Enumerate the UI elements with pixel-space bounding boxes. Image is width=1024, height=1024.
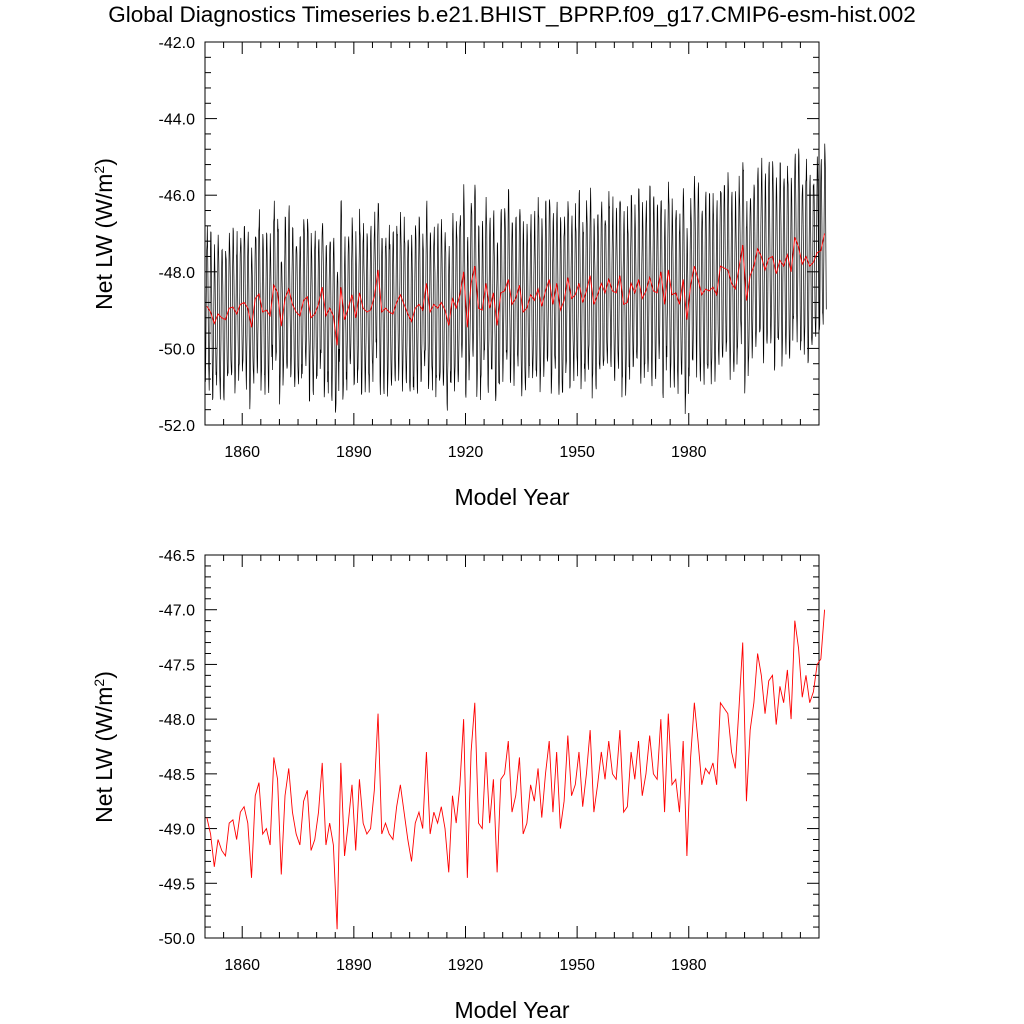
monthly-mean-line — [204, 143, 827, 414]
y-tick-label: -47.5 — [159, 657, 196, 674]
x-tick-label: 1950 — [559, 957, 595, 974]
y-tick-label: -42.0 — [159, 35, 196, 52]
y-tick-label: -48.0 — [159, 265, 196, 282]
y-tick-label: -52.0 — [159, 418, 196, 435]
monthly-annual-chart: 1860 1890 1920 1950 1980 -42.0 -44.0 -46.0 -48.0… — [91, 35, 827, 510]
series-layer — [206, 609, 826, 930]
series-layer — [204, 143, 827, 414]
y-tick-label: -49.0 — [159, 822, 196, 839]
y-tick-label: -50.0 — [159, 341, 196, 358]
y-tick-label: -47.0 — [159, 603, 196, 620]
x-axis-title: Model Year — [454, 997, 569, 1023]
y-tick-label: -46.0 — [159, 188, 196, 205]
axis-tick-labels: 1860 1890 1920 1950 1980 -42.0 -44.0 -46.0 -48.0… — [159, 35, 707, 461]
x-tick-label: 1920 — [448, 444, 484, 461]
x-tick-label: 1860 — [224, 444, 260, 461]
x-tick-label: 1980 — [671, 957, 707, 974]
x-tick-label: 1890 — [336, 444, 372, 461]
axis-tick-labels: 1860 1890 1920 1950 1980 -46.5 -47.0 -47.5 -48.0… — [159, 548, 707, 974]
axis-ticks — [205, 554, 819, 939]
annual-chart: 1860 1890 1920 1950 1980 -46.5 -47.0 -47.5 -48.0… — [91, 548, 826, 1023]
x-tick-label: 1980 — [671, 444, 707, 461]
x-tick-label: 1950 — [559, 444, 595, 461]
y-axis-title: Net LW (W/m2) — [91, 158, 117, 310]
page-title: Global Diagnostics Timeseries b.e21.BHIS… — [108, 2, 916, 27]
y-tick-label: -50.0 — [159, 931, 196, 948]
y-tick-label: -48.5 — [159, 767, 196, 784]
plot-frame — [204, 41, 820, 426]
annual-mean-line — [206, 609, 826, 930]
annual-mean-line — [206, 233, 826, 346]
y-tick-label: -49.5 — [159, 876, 196, 893]
axis-ticks — [205, 41, 819, 426]
y-tick-label: -48.0 — [159, 712, 196, 729]
y-axis-title: Net LW (W/m2) — [91, 671, 117, 823]
plot-frame — [204, 554, 820, 939]
x-tick-label: 1920 — [448, 957, 484, 974]
y-tick-label: -44.0 — [159, 112, 196, 129]
x-tick-label: 1860 — [224, 957, 260, 974]
y-tick-label: -46.5 — [159, 548, 196, 565]
x-axis-title: Model Year — [454, 484, 569, 510]
x-tick-label: 1890 — [336, 957, 372, 974]
